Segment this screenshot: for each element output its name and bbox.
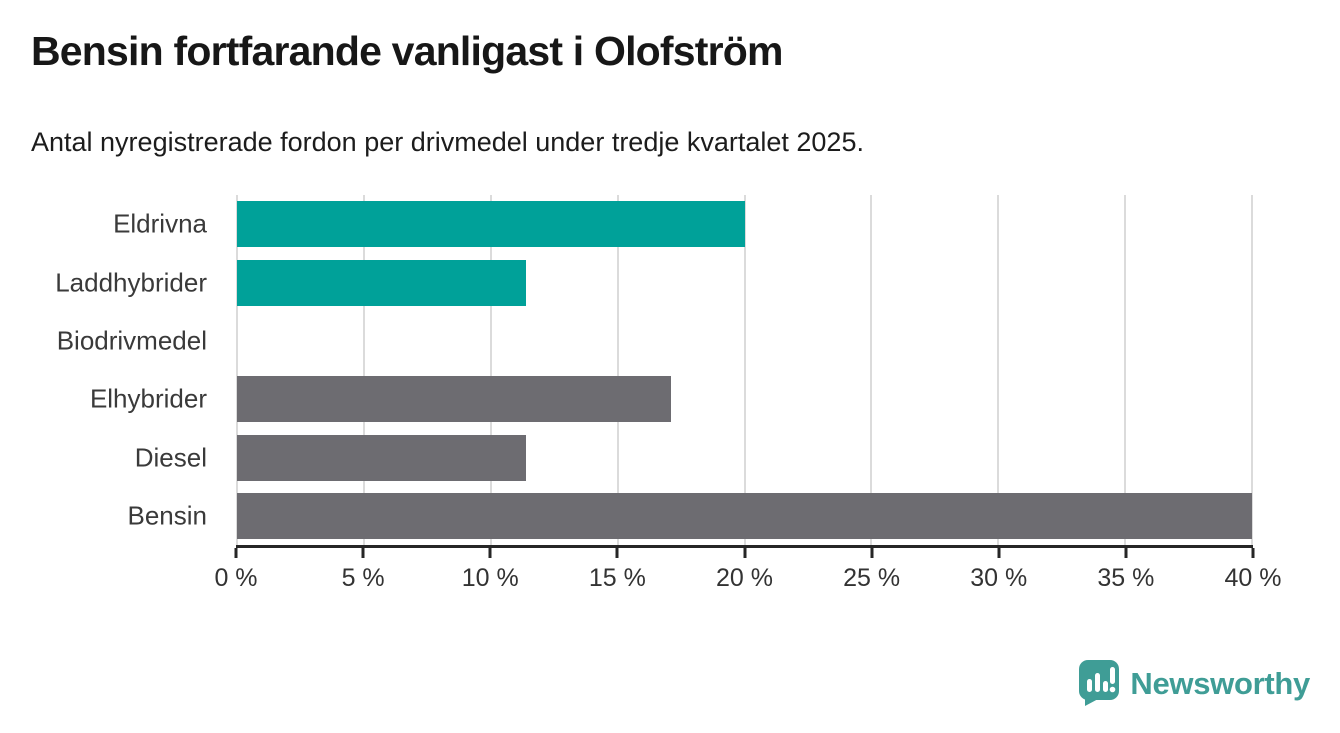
- gridline: [489, 195, 492, 545]
- x-axis-tick-label: 35 %: [1097, 564, 1155, 592]
- category-label: Eldrivna: [113, 208, 207, 239]
- x-axis-tick: [615, 548, 619, 558]
- bar-diesel: [237, 434, 527, 481]
- x-axis-tick-label: 10 %: [461, 564, 519, 592]
- bar-eldrivna: [237, 201, 745, 248]
- x-axis-tick-label: 30 %: [970, 564, 1028, 592]
- category-labels: Eldrivna Laddhybrider Biodrivmedel Elhybrid…: [0, 195, 222, 545]
- x-axis-tick-label: 20 %: [716, 564, 773, 592]
- bar-elhybrider: [237, 376, 671, 423]
- newsworthy-wordmark: Newsworthy: [1130, 665, 1310, 701]
- x-axis-tick-label: 40 %: [1224, 564, 1282, 592]
- x-axis-tick-label: 25 %: [843, 564, 901, 592]
- gridline: [362, 195, 365, 545]
- bar-laddhybrider: [237, 259, 527, 306]
- chart-subtitle: Antal nyregistrerade fordon per drivmede…: [31, 127, 864, 157]
- x-axis-tick-label: 5 %: [341, 564, 385, 592]
- x-axis-tick: [997, 548, 1001, 558]
- category-label: Laddhybrider: [55, 267, 207, 297]
- gridline: [1124, 195, 1127, 545]
- bar-bensin: [237, 492, 1252, 539]
- x-axis: 0 % 5 % 10 % 15 % 20 % 25 % 30 % 35 % 40 %: [214, 545, 1281, 603]
- x-axis-tick: [743, 548, 746, 558]
- newsworthy-logo: Newsworthy: [1079, 660, 1310, 707]
- x-axis-tick: [870, 548, 874, 558]
- gridline: [236, 195, 238, 545]
- gridline: [743, 195, 746, 545]
- x-axis-tick: [1124, 548, 1128, 558]
- plot-area: [236, 195, 1253, 545]
- x-axis-tick: [488, 548, 492, 558]
- category-label: Biodrivmedel: [56, 325, 207, 356]
- gridline: [1251, 195, 1253, 545]
- chart-title: Bensin fortfarande vanligast i Olofström: [31, 28, 783, 74]
- newsworthy-bubble-chart-icon: [1079, 660, 1120, 707]
- category-label: Elhybrider: [89, 383, 207, 414]
- x-axis-tick: [1251, 548, 1255, 558]
- category-label: Diesel: [134, 442, 207, 472]
- gridline: [616, 195, 619, 545]
- x-axis-tick: [361, 548, 365, 558]
- x-axis-tick-label: 0 %: [214, 564, 258, 592]
- gridline: [870, 195, 873, 545]
- x-axis-tick: [234, 548, 238, 558]
- category-label: Bensin: [127, 500, 208, 531]
- gridline: [997, 195, 1000, 545]
- x-axis-tick-label: 15 %: [588, 564, 646, 592]
